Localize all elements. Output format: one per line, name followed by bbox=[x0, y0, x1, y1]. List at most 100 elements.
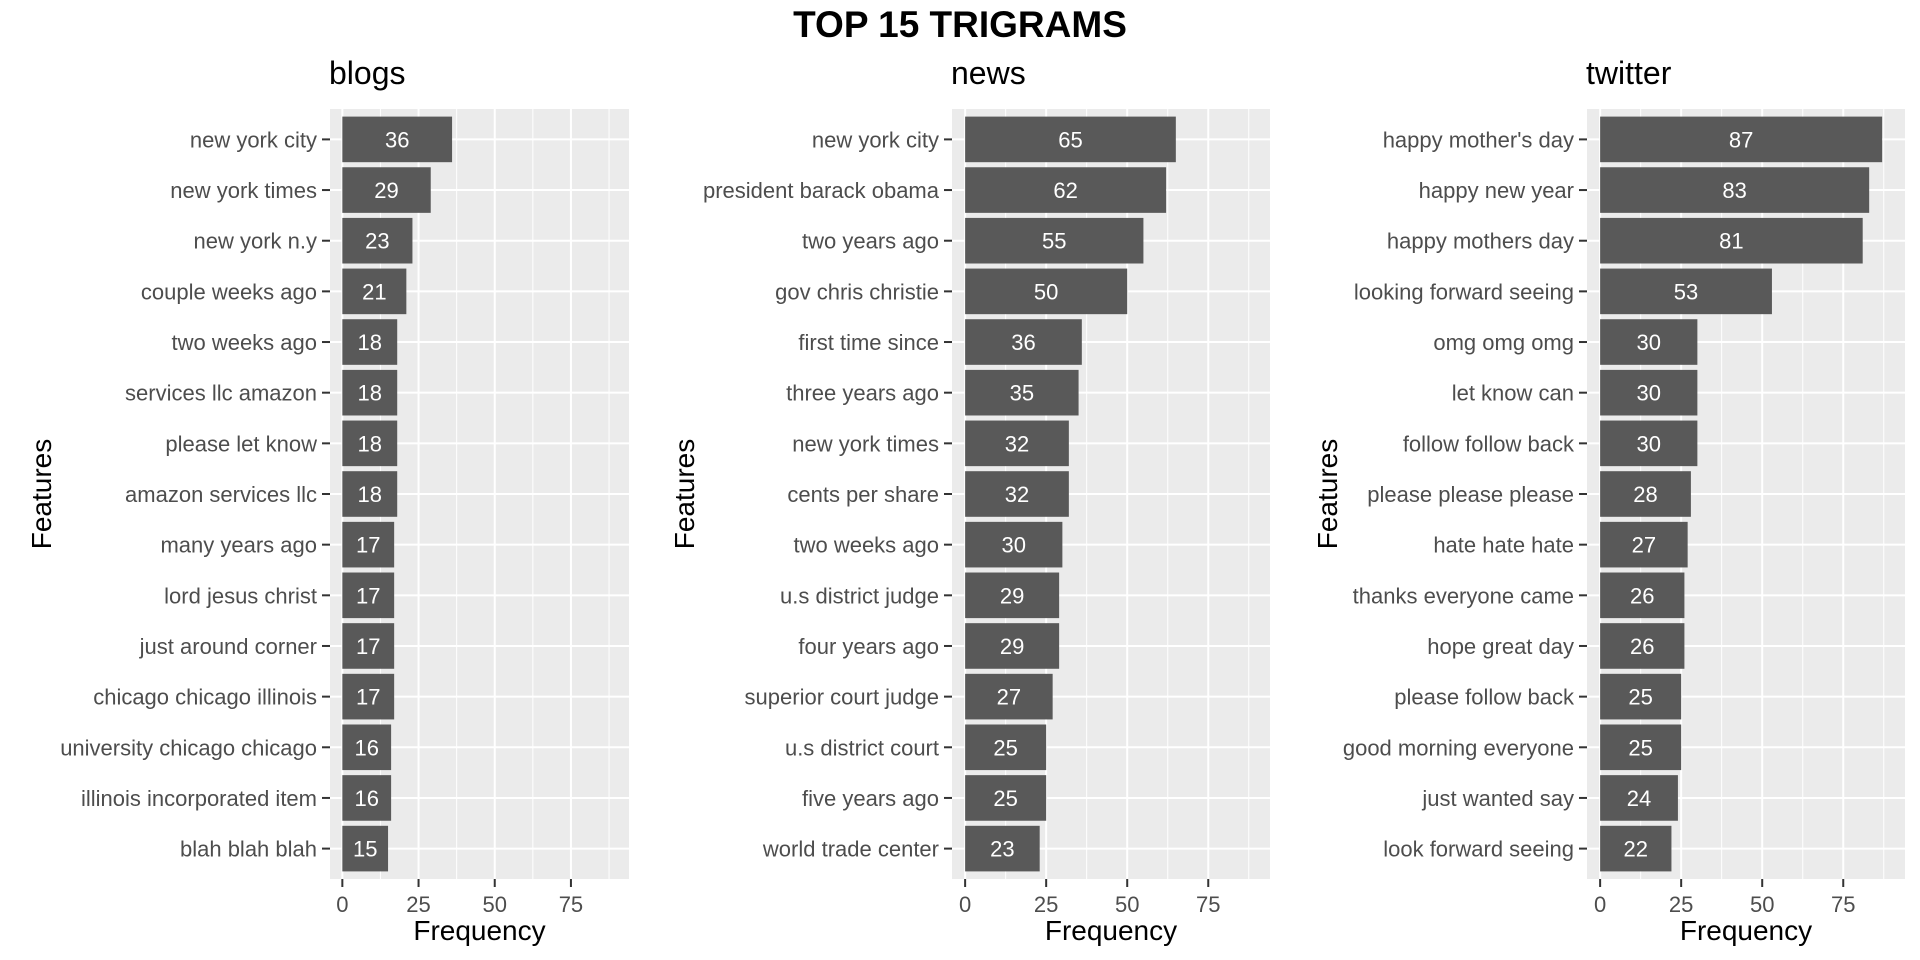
bar-value-label: 29 bbox=[1000, 634, 1024, 659]
bar-value-label: 81 bbox=[1719, 229, 1743, 254]
bar-value-label: 27 bbox=[1632, 533, 1656, 558]
category-label: please let know bbox=[165, 431, 317, 456]
bar-value-label: 50 bbox=[1034, 279, 1058, 304]
bar bbox=[1600, 572, 1685, 619]
x-axis-label: Frequency bbox=[1679, 915, 1813, 946]
bar-value-label: 16 bbox=[354, 735, 378, 760]
category-label: three years ago bbox=[786, 381, 939, 406]
bar bbox=[1600, 420, 1698, 467]
x-tick-label: 25 bbox=[1034, 892, 1058, 917]
category-label: please please please bbox=[1367, 482, 1574, 507]
bar bbox=[1600, 217, 1863, 264]
bar-value-label: 62 bbox=[1053, 178, 1077, 203]
bar bbox=[342, 268, 407, 315]
category-label: chicago chicago illinois bbox=[93, 685, 317, 710]
bar-value-label: 17 bbox=[356, 583, 380, 608]
bar-value-label: 16 bbox=[354, 786, 378, 811]
bar bbox=[342, 521, 395, 568]
bar-value-label: 17 bbox=[356, 634, 380, 659]
bar bbox=[965, 825, 1040, 872]
category-label: happy mothers day bbox=[1387, 229, 1574, 254]
bar-value-label: 36 bbox=[385, 127, 409, 152]
bar-value-label: 26 bbox=[1630, 634, 1654, 659]
x-tick-label: 50 bbox=[1115, 892, 1139, 917]
bar-value-label: 24 bbox=[1627, 786, 1651, 811]
category-label: five years ago bbox=[802, 786, 939, 811]
category-label: let know can bbox=[1452, 381, 1574, 406]
bar-value-label: 15 bbox=[353, 837, 377, 862]
bar bbox=[965, 268, 1128, 315]
bar-value-label: 30 bbox=[1002, 533, 1026, 558]
category-label: amazon services llc bbox=[125, 482, 317, 507]
category-label: new york n.y bbox=[194, 229, 318, 254]
bar-value-label: 30 bbox=[1637, 431, 1661, 456]
x-tick-label: 25 bbox=[406, 892, 430, 917]
bar bbox=[342, 775, 392, 821]
category-label: superior court judge bbox=[745, 685, 939, 710]
category-label: good morning everyone bbox=[1343, 735, 1574, 760]
bar bbox=[965, 167, 1167, 213]
x-tick-label: 75 bbox=[559, 892, 583, 917]
bar bbox=[965, 319, 1082, 365]
bar bbox=[342, 471, 398, 517]
x-tick-label: 75 bbox=[1196, 892, 1220, 917]
category-label: happy new year bbox=[1419, 178, 1574, 203]
x-tick-label: 50 bbox=[1750, 892, 1774, 917]
category-label: two weeks ago bbox=[793, 533, 939, 558]
bar bbox=[965, 724, 1047, 771]
category-label: illinois incorporated item bbox=[81, 786, 317, 811]
bar-value-label: 25 bbox=[993, 735, 1017, 760]
bar-value-label: 35 bbox=[1010, 381, 1034, 406]
bar-chart-news: 65 new york city 62 president barack obama 5… bbox=[703, 109, 1270, 917]
category-label: new york times bbox=[792, 431, 939, 456]
bar bbox=[965, 420, 1069, 467]
panel-title: twitter bbox=[1586, 55, 1672, 91]
bar-value-label: 65 bbox=[1058, 127, 1082, 152]
bar bbox=[1600, 319, 1698, 365]
category-label: hope great day bbox=[1427, 634, 1574, 659]
bar bbox=[965, 673, 1053, 720]
bar bbox=[342, 217, 413, 264]
category-label: just wanted say bbox=[1421, 786, 1574, 811]
category-label: happy mother's day bbox=[1383, 127, 1574, 152]
category-label: cents per share bbox=[787, 482, 939, 507]
bar-value-label: 87 bbox=[1729, 127, 1753, 152]
category-label: university chicago chicago bbox=[60, 735, 317, 760]
bar-value-label: 32 bbox=[1005, 431, 1029, 456]
category-label: president barack obama bbox=[703, 178, 940, 203]
bar-value-label: 17 bbox=[356, 685, 380, 710]
bar bbox=[1600, 673, 1682, 720]
category-label: four years ago bbox=[798, 634, 939, 659]
category-label: new york city bbox=[812, 127, 939, 152]
bar bbox=[342, 724, 392, 771]
bar-value-label: 83 bbox=[1722, 178, 1746, 203]
bar-value-label: 29 bbox=[1000, 583, 1024, 608]
category-label: first time since bbox=[798, 330, 939, 355]
bar-value-label: 27 bbox=[997, 685, 1021, 710]
bar bbox=[965, 572, 1060, 619]
bar-value-label: 28 bbox=[1633, 482, 1657, 507]
category-label: two years ago bbox=[802, 229, 939, 254]
x-tick-label: 0 bbox=[1594, 892, 1606, 917]
bar-value-label: 55 bbox=[1042, 229, 1066, 254]
bar bbox=[342, 420, 398, 467]
category-label: blah blah blah bbox=[180, 837, 317, 862]
category-label: u.s district court bbox=[785, 735, 939, 760]
category-label: thanks everyone came bbox=[1353, 583, 1574, 608]
bar bbox=[965, 116, 1176, 163]
bar bbox=[342, 319, 398, 365]
category-label: please follow back bbox=[1394, 685, 1575, 710]
bar-value-label: 23 bbox=[990, 837, 1014, 862]
bar-value-label: 21 bbox=[362, 279, 386, 304]
x-tick-label: 0 bbox=[336, 892, 348, 917]
category-label: just around corner bbox=[139, 634, 317, 659]
x-tick-label: 25 bbox=[1669, 892, 1693, 917]
bar bbox=[1600, 167, 1870, 213]
bar bbox=[965, 521, 1063, 568]
bar-value-label: 26 bbox=[1630, 583, 1654, 608]
bar bbox=[342, 369, 398, 416]
bar-value-label: 22 bbox=[1624, 837, 1648, 862]
category-label: looking forward seeing bbox=[1354, 279, 1574, 304]
bar-value-label: 36 bbox=[1011, 330, 1035, 355]
category-label: gov chris christie bbox=[775, 279, 939, 304]
